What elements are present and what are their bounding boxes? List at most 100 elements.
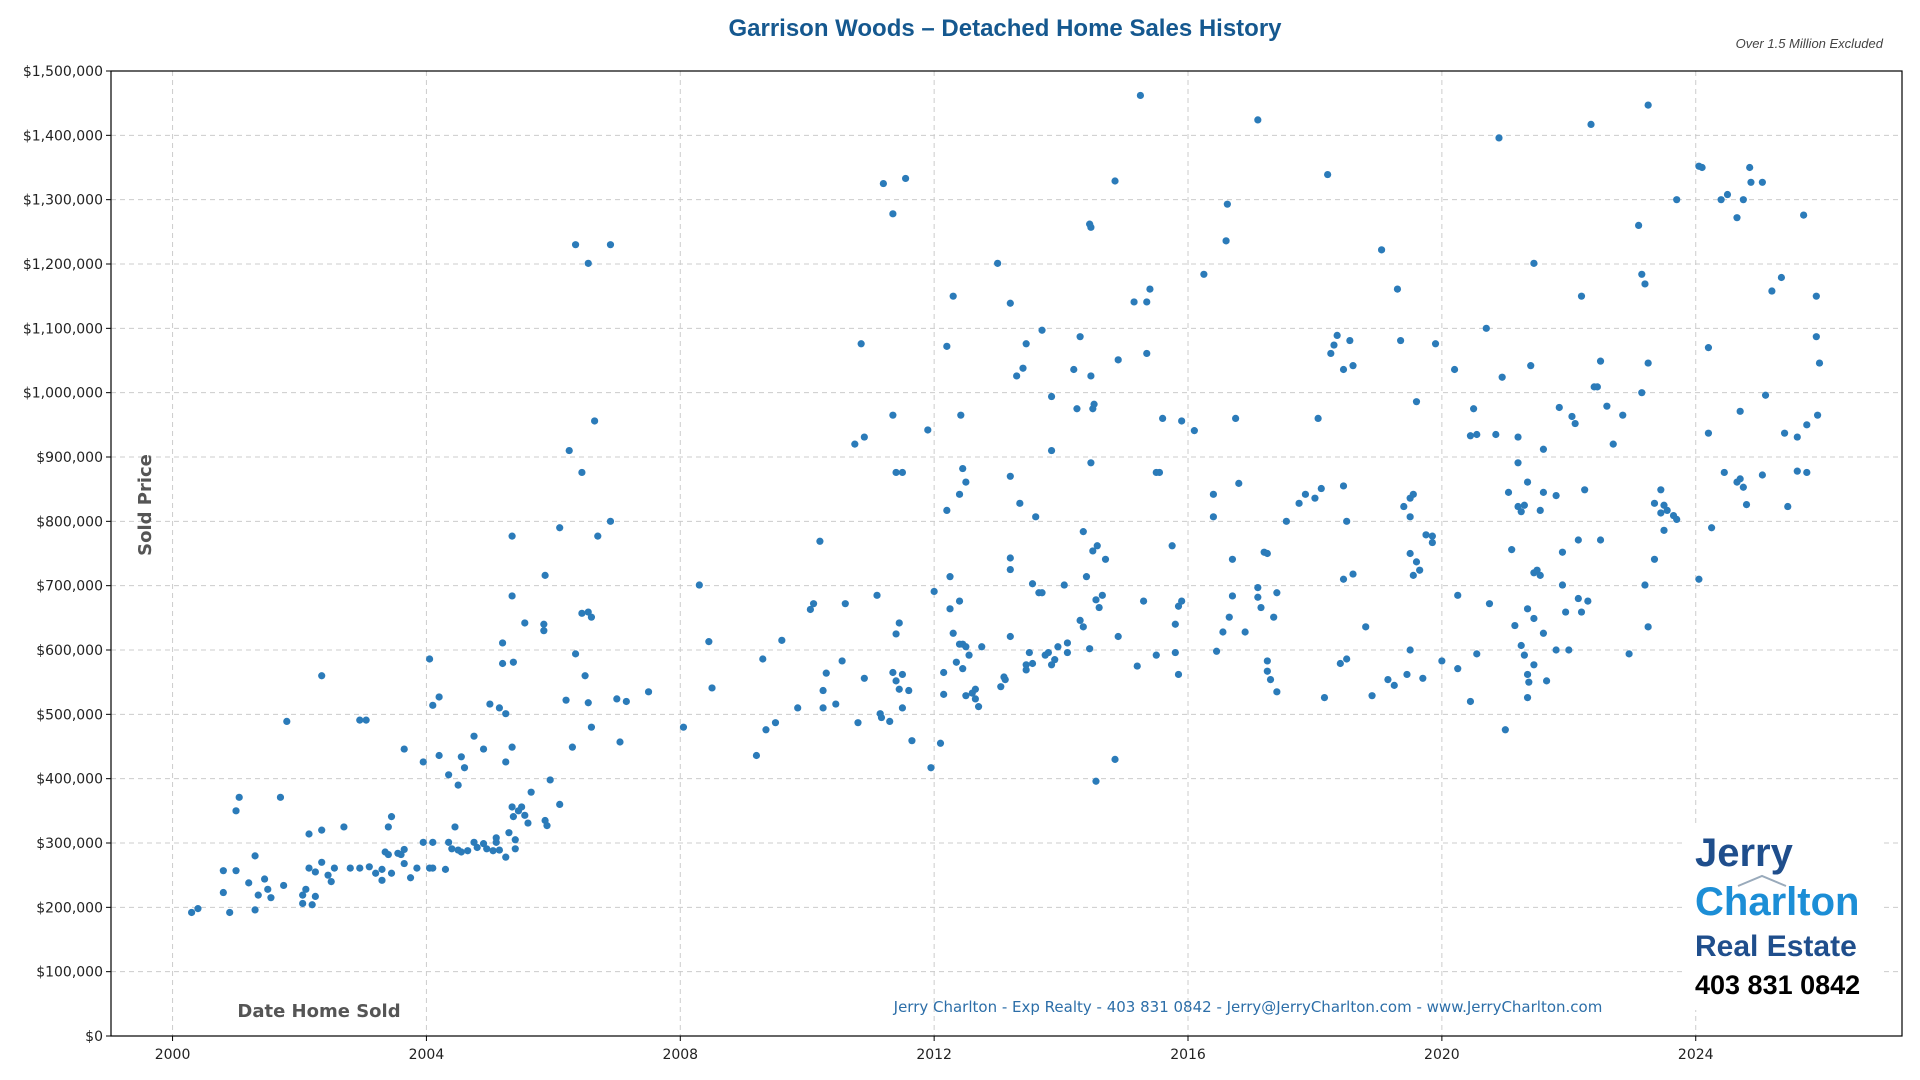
- data-point: [1650, 555, 1659, 563]
- data-point: [1492, 430, 1500, 439]
- data-point: [1254, 593, 1262, 601]
- data-point: [889, 210, 897, 218]
- data-point: [1514, 433, 1522, 441]
- data-point: [1263, 549, 1271, 558]
- data-point: [498, 639, 507, 647]
- data-point: [877, 713, 886, 722]
- data-point: [1063, 639, 1072, 647]
- data-point: [1090, 400, 1098, 408]
- data-point: [1060, 581, 1068, 589]
- data-point: [540, 627, 548, 635]
- data-point: [940, 668, 948, 677]
- data-point: [267, 894, 275, 902]
- data-point: [889, 411, 897, 419]
- data-point: [1022, 666, 1030, 674]
- data-point: [860, 433, 868, 441]
- data-point: [1209, 490, 1217, 498]
- data-point: [1412, 558, 1421, 566]
- y-tick-label: $200,000: [36, 900, 103, 916]
- data-point: [943, 342, 951, 350]
- data-point: [1235, 479, 1243, 487]
- data-point: [324, 871, 332, 879]
- data-point: [219, 867, 227, 875]
- data-point: [1152, 651, 1160, 659]
- data-point: [1032, 513, 1040, 521]
- data-point: [892, 630, 900, 638]
- data-point: [879, 179, 887, 188]
- data-point: [886, 717, 894, 726]
- data-point: [1101, 555, 1110, 563]
- data-point: [508, 803, 516, 811]
- data-point: [1320, 694, 1329, 702]
- y-tick-label: $900,000: [36, 450, 103, 466]
- data-point: [838, 657, 846, 665]
- data-point: [1266, 675, 1275, 684]
- data-point: [1114, 356, 1122, 364]
- data-point: [841, 600, 849, 608]
- data-point: [1657, 509, 1665, 517]
- data-point: [1530, 614, 1538, 623]
- data-point: [1720, 468, 1728, 477]
- data-point: [511, 836, 519, 844]
- data-point: [1523, 605, 1532, 613]
- data-point: [1409, 490, 1417, 498]
- data-point: [429, 864, 437, 872]
- data-point: [1539, 445, 1548, 453]
- data-point: [1470, 405, 1478, 413]
- data-point: [509, 658, 517, 666]
- data-point: [1406, 549, 1414, 558]
- data-point: [502, 710, 510, 718]
- data-point: [1333, 331, 1341, 340]
- data-point: [1539, 629, 1548, 637]
- data-point: [1171, 620, 1179, 628]
- data-point: [1747, 178, 1755, 186]
- data-point: [895, 619, 903, 627]
- data-point: [1412, 398, 1421, 406]
- y-tick-label: $1,300,000: [23, 193, 103, 209]
- data-point: [759, 655, 767, 663]
- y-tick-label: $1,500,000: [23, 64, 103, 80]
- data-point: [419, 838, 427, 846]
- data-point: [1641, 581, 1649, 589]
- data-point: [362, 716, 370, 724]
- data-point: [1222, 237, 1230, 245]
- data-point: [832, 700, 840, 708]
- data-point: [508, 592, 516, 600]
- data-point: [1428, 532, 1436, 540]
- grid: [111, 71, 1902, 1036]
- data-point: [454, 781, 462, 789]
- data-point: [1073, 405, 1081, 413]
- data-point: [1558, 581, 1567, 589]
- data-point: [346, 864, 354, 872]
- data-point: [1339, 482, 1348, 490]
- data-point: [546, 776, 554, 784]
- data-point: [1736, 407, 1744, 415]
- data-point: [1076, 333, 1084, 341]
- data-point: [1168, 542, 1176, 550]
- data-point: [873, 591, 881, 599]
- data-point: [1416, 566, 1424, 574]
- data-point: [606, 517, 615, 525]
- data-point: [302, 885, 310, 893]
- data-point: [1155, 468, 1164, 477]
- data-point: [1644, 623, 1652, 631]
- data-point: [1552, 492, 1560, 500]
- data-point: [857, 340, 865, 348]
- data-point: [905, 686, 913, 695]
- data-point: [898, 704, 907, 712]
- data-point: [508, 743, 516, 751]
- data-point: [226, 908, 234, 917]
- data-point: [1562, 608, 1570, 616]
- data-point: [299, 891, 307, 899]
- logo: Jerry Charlton Real Estate 403 831 0842: [1684, 824, 1884, 1010]
- data-point: [1324, 170, 1332, 179]
- data-point: [1006, 565, 1014, 574]
- y-tick-label: $1,000,000: [23, 386, 103, 402]
- logo-phone: 403 831 0842: [1695, 970, 1860, 1000]
- data-point: [1019, 364, 1027, 372]
- data-point: [1574, 594, 1582, 603]
- y-tick-label: $500,000: [36, 707, 103, 723]
- data-point: [1311, 494, 1319, 502]
- data-point: [1530, 661, 1538, 669]
